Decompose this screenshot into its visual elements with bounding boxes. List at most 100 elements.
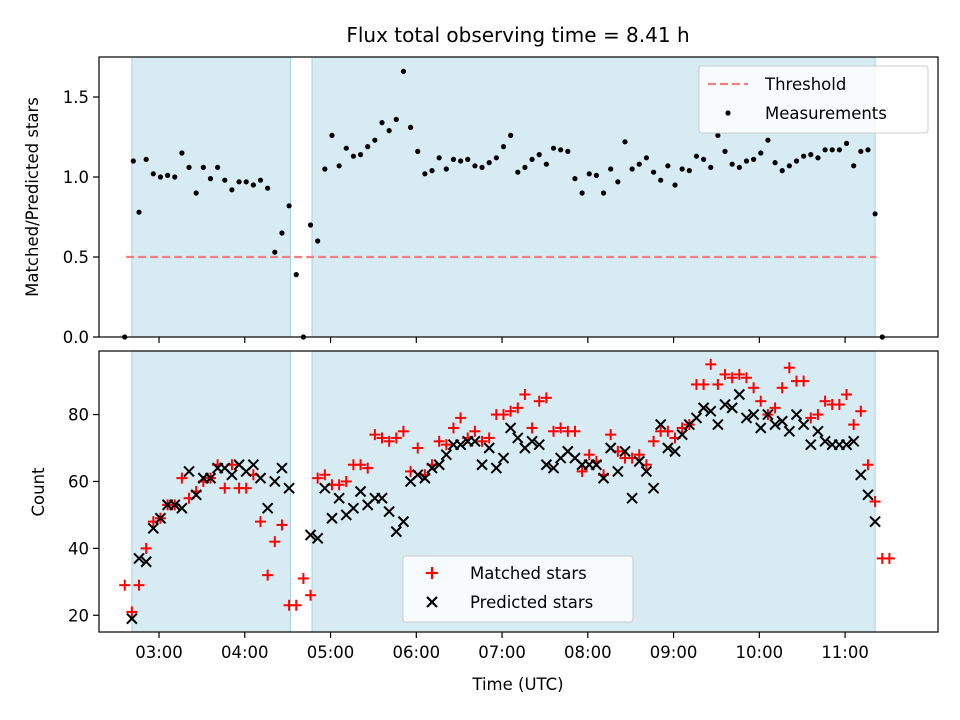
measurement-point xyxy=(665,163,671,169)
y-tick-label: 80 xyxy=(68,406,89,425)
shaded-interval-1 xyxy=(131,350,291,633)
legend-predicted-swatch xyxy=(426,596,438,608)
measurement-point xyxy=(615,179,621,185)
predicted-stars-point xyxy=(469,435,481,448)
measurement-point xyxy=(700,156,707,162)
matched-stars-point xyxy=(140,542,152,554)
matched-stars-point xyxy=(540,392,552,404)
matched-stars-point xyxy=(255,516,267,528)
measurement-point xyxy=(350,153,357,159)
predicted-stars-point xyxy=(183,465,195,478)
measurement-point xyxy=(458,158,464,164)
top-y-ticks: 0.0 0.5 1.0 1.5 xyxy=(63,88,99,347)
measurement-point xyxy=(172,174,178,180)
measurement-point xyxy=(343,145,349,151)
matched-stars-point xyxy=(126,606,138,618)
top-y-axis-label: Matched/Predicted stars xyxy=(23,97,42,297)
x-tick-label: 06:00 xyxy=(393,643,441,662)
y-tick-label: 60 xyxy=(68,472,89,491)
measurement-point xyxy=(150,171,156,177)
measurement-point xyxy=(429,168,435,174)
x-tick-label: 05:00 xyxy=(307,643,355,662)
top-data-marks xyxy=(122,68,885,340)
measurement-point xyxy=(315,238,321,244)
matched-stars-point xyxy=(397,425,409,437)
matched-stars-point xyxy=(519,388,531,400)
y-tick-label: 0.0 xyxy=(63,328,89,347)
predicted-stars-point xyxy=(719,398,731,411)
measurement-point xyxy=(193,190,199,196)
predicted-stars-point xyxy=(354,485,367,498)
matched-stars-point xyxy=(648,435,660,447)
predicted-stars-point xyxy=(705,405,717,417)
y-tick-label: 40 xyxy=(68,539,89,558)
predicted-stars-point xyxy=(783,425,796,437)
predicted-stars-point xyxy=(512,432,524,444)
predicted-stars-point xyxy=(697,402,710,414)
predicted-stars-point xyxy=(440,448,453,461)
predicted-stars-point xyxy=(226,469,238,481)
measurement-point xyxy=(307,222,314,228)
x-tick-label: 10:00 xyxy=(736,643,784,662)
predicted-stars-point xyxy=(612,465,624,478)
measurement-point xyxy=(136,209,142,215)
predicted-stars-point xyxy=(812,425,824,437)
predicted-stars-point xyxy=(819,435,831,448)
measurement-point xyxy=(622,139,628,145)
measurement-point xyxy=(529,156,535,162)
measurement-point xyxy=(393,116,399,122)
predicted-stars-point xyxy=(376,492,388,504)
predicted-stars-point xyxy=(247,459,260,471)
y-tick-label: 0.5 xyxy=(63,248,89,267)
measurement-point xyxy=(215,164,221,170)
measurement-point xyxy=(236,179,242,185)
predicted-stars-point xyxy=(261,502,274,514)
predicted-stars-point xyxy=(412,469,424,481)
matched-stars-point xyxy=(433,435,445,447)
measurement-point xyxy=(422,171,428,177)
measurement-point xyxy=(608,166,614,172)
predicted-stars-point xyxy=(169,499,181,511)
predicted-stars-point xyxy=(419,472,431,484)
predicted-stars-point xyxy=(319,482,331,494)
measurement-point xyxy=(436,155,442,161)
matched-stars-point xyxy=(505,405,517,417)
measurement-point xyxy=(872,211,878,217)
matched-stars-point xyxy=(240,482,252,494)
measurement-point xyxy=(643,155,650,161)
measurement-point xyxy=(658,177,664,183)
matched-stars-point xyxy=(290,599,302,611)
predicted-stars-point xyxy=(769,418,781,431)
top-x-ticks xyxy=(158,337,846,343)
measurement-point xyxy=(579,190,585,196)
predicted-stars-point xyxy=(633,455,645,468)
matched-stars-point xyxy=(469,425,481,437)
measurement-point xyxy=(801,153,807,159)
matched-stars-point xyxy=(883,552,895,564)
measurement-point xyxy=(843,140,850,146)
legend-measurements-swatch xyxy=(725,110,731,116)
predicted-stars-point xyxy=(154,512,167,524)
matched-stars-point xyxy=(340,475,352,487)
predicted-stars-point xyxy=(526,435,538,448)
measurement-point xyxy=(322,166,328,172)
measurement-point xyxy=(279,230,285,236)
measurement-point xyxy=(822,147,828,153)
matched-stars-point xyxy=(526,422,538,434)
matched-stars-point xyxy=(305,589,317,601)
predicted-stars-point xyxy=(726,402,738,414)
predicted-stars-point xyxy=(533,438,545,451)
chart-title: Flux total observing time = 8.41 h xyxy=(346,23,689,47)
matched-stars-point xyxy=(769,402,781,414)
measurement-point xyxy=(243,179,249,185)
measurement-point xyxy=(479,164,485,170)
matched-stars-point xyxy=(855,405,867,417)
measurement-point xyxy=(265,185,271,191)
matched-stars-point xyxy=(455,412,467,424)
matched-stars-point xyxy=(841,388,853,400)
measurement-point xyxy=(772,160,778,166)
measurement-point xyxy=(336,163,342,169)
matched-stars-point xyxy=(869,496,881,508)
predicted-stars-point xyxy=(204,472,217,484)
measurement-point xyxy=(186,164,192,170)
